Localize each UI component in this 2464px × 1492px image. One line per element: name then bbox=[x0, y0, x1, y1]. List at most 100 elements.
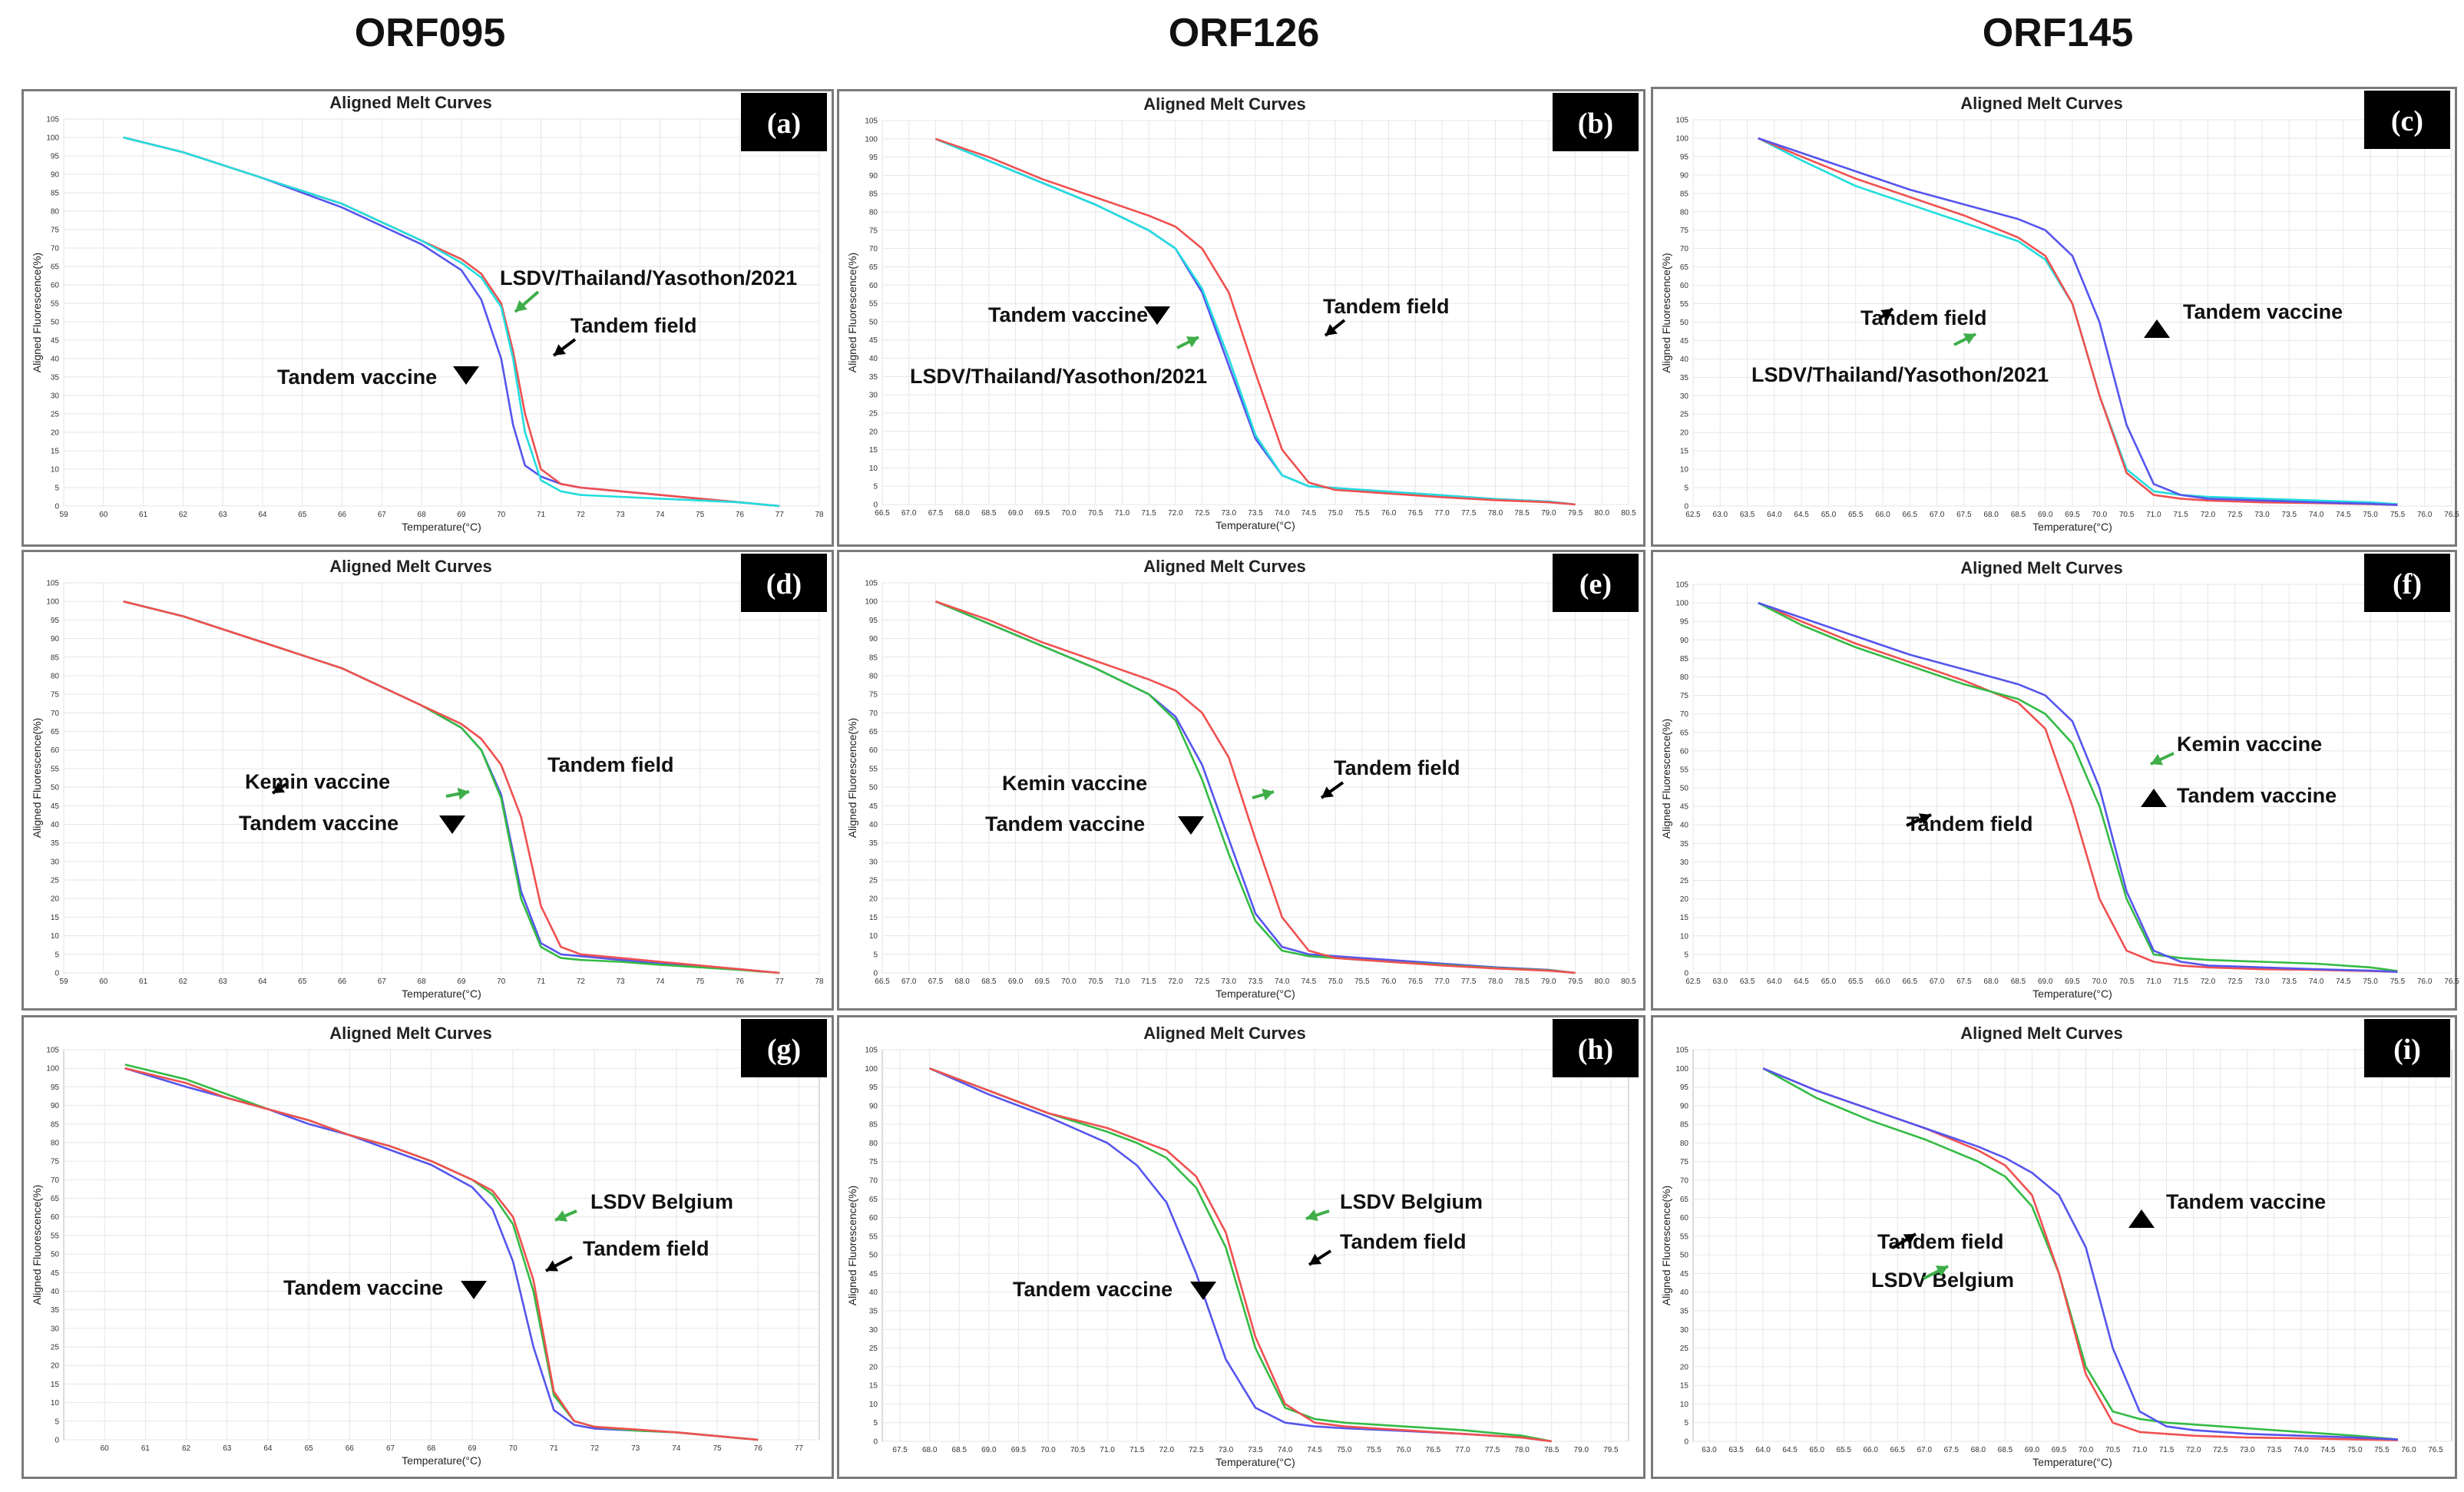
x-tick-label: 76.5 bbox=[2428, 1446, 2443, 1454]
x-tick-label: 62 bbox=[182, 1444, 191, 1453]
annotation-tandem-vaccine: Tandem vaccine bbox=[2183, 300, 2343, 323]
y-tick-label: 10 bbox=[51, 932, 60, 941]
x-tick-label: 63.5 bbox=[1740, 511, 1755, 519]
x-tick-label: 69.5 bbox=[2065, 978, 2080, 986]
black-arrow-icon bbox=[552, 338, 577, 357]
x-tick-label: 69.5 bbox=[1011, 1446, 1027, 1454]
x-tick-label: 73.5 bbox=[2267, 1446, 2282, 1454]
y-tick-label: 95 bbox=[1680, 618, 1689, 627]
x-tick-label: 72.0 bbox=[2186, 1446, 2201, 1454]
x-tick-label: 74.0 bbox=[1275, 509, 1290, 518]
x-tick-label: 78 bbox=[815, 978, 824, 986]
y-tick-label: 25 bbox=[51, 411, 60, 419]
y-tick-label: 30 bbox=[51, 1325, 60, 1333]
y-tick-label: 20 bbox=[869, 428, 878, 436]
x-tick-label: 66 bbox=[346, 1444, 355, 1453]
chart-svg-f: Aligned Melt Curves 0 5 10 15 20 25 30 35 40 45 50 5… bbox=[1660, 554, 2459, 1000]
y-tick-label: 60 bbox=[51, 1213, 60, 1222]
x-tick-label: 70 bbox=[509, 1444, 518, 1453]
series-line-tandem-vaccine bbox=[1762, 1067, 2398, 1441]
x-tick-label: 70 bbox=[497, 511, 506, 519]
svg-text:(d): (d) bbox=[766, 568, 802, 600]
y-tick-label: 75 bbox=[1680, 692, 1689, 700]
y-tick-label: 90 bbox=[869, 172, 878, 180]
y-tick-label: 0 bbox=[55, 970, 59, 978]
x-tick-label: 65.5 bbox=[1848, 511, 1864, 519]
y-tick-label: 80 bbox=[1680, 208, 1689, 217]
y-tick-label: 55 bbox=[869, 1232, 878, 1241]
x-tick-label: 75.0 bbox=[1328, 978, 1343, 986]
plot-area bbox=[1692, 1049, 2452, 1442]
series-line-kemin-vaccine bbox=[1758, 601, 2398, 972]
black-arrow-icon bbox=[1324, 319, 1346, 337]
y-tick-label: 15 bbox=[869, 914, 878, 922]
y-tick-label: 35 bbox=[1680, 840, 1689, 849]
panel-letter: (e) bbox=[1553, 554, 1639, 612]
y-tick-label: 80 bbox=[51, 208, 60, 217]
y-tick-label: 30 bbox=[1680, 858, 1689, 867]
x-tick-label: 60 bbox=[99, 978, 108, 986]
x-tick-label: 75.5 bbox=[1354, 978, 1370, 986]
svg-text:(c): (c) bbox=[2391, 105, 2423, 137]
x-tick-label: 80.0 bbox=[1595, 509, 1610, 518]
y-tick-label: 20 bbox=[1680, 429, 1689, 438]
triangle-marker-icon bbox=[439, 815, 465, 834]
x-tick-label: 76.5 bbox=[2444, 511, 2459, 519]
y-tick-label: 90 bbox=[1680, 1102, 1689, 1110]
annotation-kemin-vaccine: Kemin vaccine bbox=[1002, 772, 1147, 795]
x-tick-label: 69.5 bbox=[2065, 511, 2080, 519]
x-tick-label: 62 bbox=[179, 511, 188, 519]
x-tick-label: 65 bbox=[305, 1444, 314, 1453]
y-tick-label: 0 bbox=[873, 501, 878, 510]
x-axis-label: Temperature(°C) bbox=[1215, 519, 1295, 531]
y-tick-label: 100 bbox=[1675, 134, 1688, 143]
annotation-tandem-vaccine: Tandem vaccine bbox=[277, 366, 437, 389]
y-tick-label: 75 bbox=[1680, 1158, 1689, 1166]
y-tick-label: 5 bbox=[55, 951, 59, 959]
x-tick-label: 68.5 bbox=[952, 1446, 967, 1454]
y-tick-label: 10 bbox=[869, 1401, 878, 1409]
y-tick-label: 45 bbox=[1680, 1270, 1689, 1279]
series-line-lsdv-thailand-yasothon-2021 bbox=[934, 137, 1576, 506]
y-tick-label: 85 bbox=[51, 1120, 60, 1129]
x-tick-label: 71.0 bbox=[1115, 978, 1130, 986]
y-tick-label: 5 bbox=[1684, 485, 1688, 493]
plot-area bbox=[63, 1049, 820, 1441]
y-tick-label: 65 bbox=[869, 728, 878, 736]
x-tick-label: 77 bbox=[776, 978, 785, 986]
y-tick-label: 0 bbox=[873, 1438, 878, 1447]
x-tick-label: 78 bbox=[815, 511, 824, 519]
annotation-kemin-vaccine: Kemin vaccine bbox=[245, 770, 390, 793]
x-tick-label: 70.5 bbox=[2119, 978, 2135, 986]
x-tick-label: 72.5 bbox=[2213, 1446, 2228, 1454]
x-axis-label: Temperature(°C) bbox=[2032, 1456, 2112, 1468]
x-tick-label: 70.0 bbox=[2092, 978, 2108, 986]
y-tick-label: 35 bbox=[51, 374, 60, 382]
x-tick-label: 71.0 bbox=[1100, 1446, 1115, 1454]
y-tick-label: 25 bbox=[51, 877, 60, 885]
x-tick-label: 73.0 bbox=[1222, 509, 1237, 518]
x-tick-label: 73.0 bbox=[2254, 978, 2270, 986]
svg-text:(f): (f) bbox=[2393, 568, 2422, 600]
x-tick-label: 78.5 bbox=[1514, 509, 1530, 518]
x-tick-label: 60 bbox=[99, 511, 108, 519]
annotation-lsdv-thailand-yasothon-2021: LSDV/Thailand/Yasothon/2021 bbox=[500, 266, 797, 289]
y-tick-label: 0 bbox=[55, 1437, 59, 1445]
y-tick-label: 70 bbox=[1680, 1177, 1689, 1186]
x-tick-label: 67.0 bbox=[901, 978, 917, 986]
x-tick-label: 62.5 bbox=[1685, 511, 1701, 519]
x-tick-label: 68.0 bbox=[1971, 1446, 1986, 1454]
y-tick-label: 25 bbox=[1680, 877, 1689, 885]
y-axis-label: Aligned Fluorescence(%) bbox=[1660, 719, 1672, 839]
y-tick-label: 95 bbox=[51, 153, 60, 161]
x-tick-label: 69.0 bbox=[2038, 978, 2053, 986]
x-tick-label: 70.5 bbox=[2119, 511, 2135, 519]
y-axis-label: Aligned Fluorescence(%) bbox=[31, 253, 43, 372]
x-tick-label: 70 bbox=[497, 978, 506, 986]
y-tick-label: 15 bbox=[1680, 448, 1689, 456]
x-tick-label: 79.5 bbox=[1568, 509, 1583, 518]
y-tick-label: 15 bbox=[51, 914, 60, 922]
y-tick-label: 30 bbox=[869, 858, 878, 866]
y-tick-label: 60 bbox=[51, 282, 60, 290]
x-tick-label: 75.0 bbox=[2363, 511, 2378, 519]
